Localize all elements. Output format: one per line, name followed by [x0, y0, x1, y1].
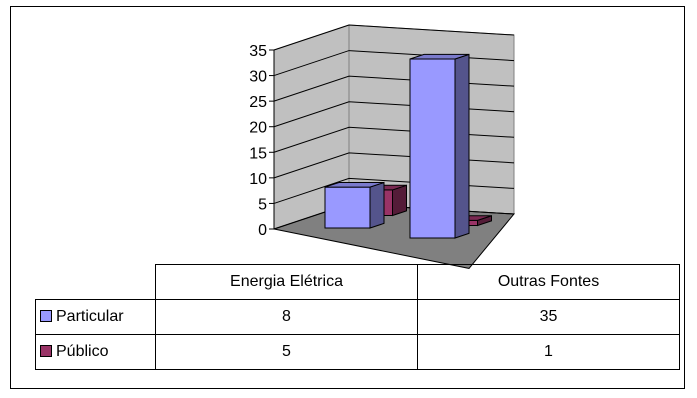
chart-frame: 0 5 10 15 20 25 30 35 Energia Elétrica Outras F… [10, 6, 685, 389]
y-tick-label: 30 [249, 69, 267, 86]
category-label-1: Outras Fontes [417, 264, 680, 300]
y-tick-label: 0 [258, 222, 267, 239]
chart-plot: 0 5 10 15 20 25 30 35 [249, 24, 516, 269]
chart-bars [324, 53, 492, 239]
series-name-particular: Particular [56, 308, 124, 325]
data-table: Energia Elétrica Outras Fontes Particula… [35, 264, 680, 370]
y-axis-ticks: 0 5 10 15 20 25 30 35 [249, 43, 274, 239]
chart-walls [272, 24, 516, 269]
legend-swatch-publico [40, 345, 52, 357]
y-tick-label: 5 [258, 196, 267, 213]
y-tick-label: 35 [249, 43, 267, 60]
series-label-particular: Particular [35, 299, 156, 335]
bar-0-1 [409, 53, 470, 239]
value-particular-outras: 35 [417, 299, 680, 335]
table-row-publico: Público 5 1 [35, 334, 680, 370]
bar-0-0 [324, 181, 385, 229]
value-publico-outras: 1 [417, 334, 680, 370]
value-particular-energia: 8 [155, 299, 418, 335]
series-label-publico: Público [35, 334, 156, 370]
value-publico-energia: 5 [155, 334, 418, 370]
y-tick-label: 15 [249, 145, 267, 162]
table-row-particular: Particular 8 35 [35, 299, 680, 335]
series-name-publico: Público [56, 343, 109, 360]
table-corner [35, 264, 156, 300]
legend-swatch-particular [40, 310, 52, 322]
table-header-row: Energia Elétrica Outras Fontes [35, 264, 680, 300]
category-label-0: Energia Elétrica [155, 264, 418, 300]
y-tick-label: 25 [249, 94, 267, 111]
y-tick-label: 10 [249, 171, 267, 188]
y-tick-label: 20 [249, 120, 267, 137]
